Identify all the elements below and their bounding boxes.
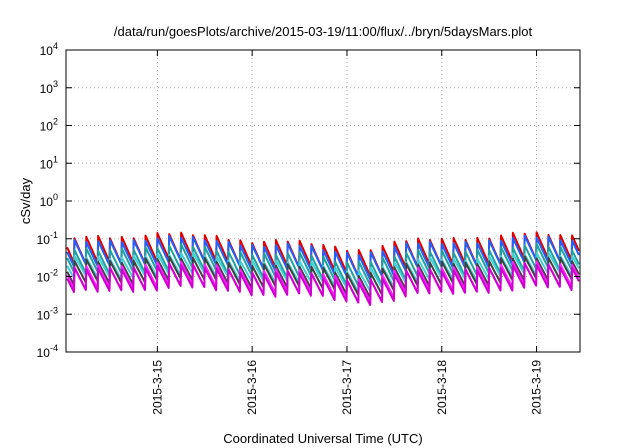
y-tick-label: 10-1 (37, 230, 58, 247)
grid-lines (66, 50, 580, 352)
y-tick-label: 103 (40, 79, 58, 96)
x-tick-label: 2015-3-16 (245, 360, 259, 415)
x-axis-ticks: 2015-3-15 2015-3-16 2015-3-17 2015-3-18 2015… (150, 50, 544, 415)
chart-title: /data/run/goesPlots/archive/2015-03-19/1… (114, 24, 533, 39)
x-tick-label: 2015-3-15 (150, 360, 164, 415)
y-tick-label: 10-4 (37, 343, 58, 360)
y-tick-label: 101 (40, 154, 58, 171)
x-tick-label: 2015-3-17 (340, 360, 354, 415)
series-lines (66, 231, 580, 306)
y-axis-ticks: 104 103 102 101 100 10-1 10-2 10-3 10-4 (37, 41, 580, 360)
x-tick-label: 2015-3-18 (435, 360, 449, 415)
y-tick-label: 10-3 (37, 305, 58, 322)
x-axis-label: Coordinated Universal Time (UTC) (223, 431, 422, 446)
y-tick-label: 100 (40, 192, 58, 209)
series-line (66, 262, 580, 306)
y-tick-label: 10-2 (37, 268, 58, 285)
y-axis-label: cSv/day (18, 177, 33, 224)
x-tick-label: 2015-3-19 (530, 360, 544, 415)
y-tick-label: 104 (40, 41, 58, 58)
y-tick-label: 102 (40, 117, 58, 134)
